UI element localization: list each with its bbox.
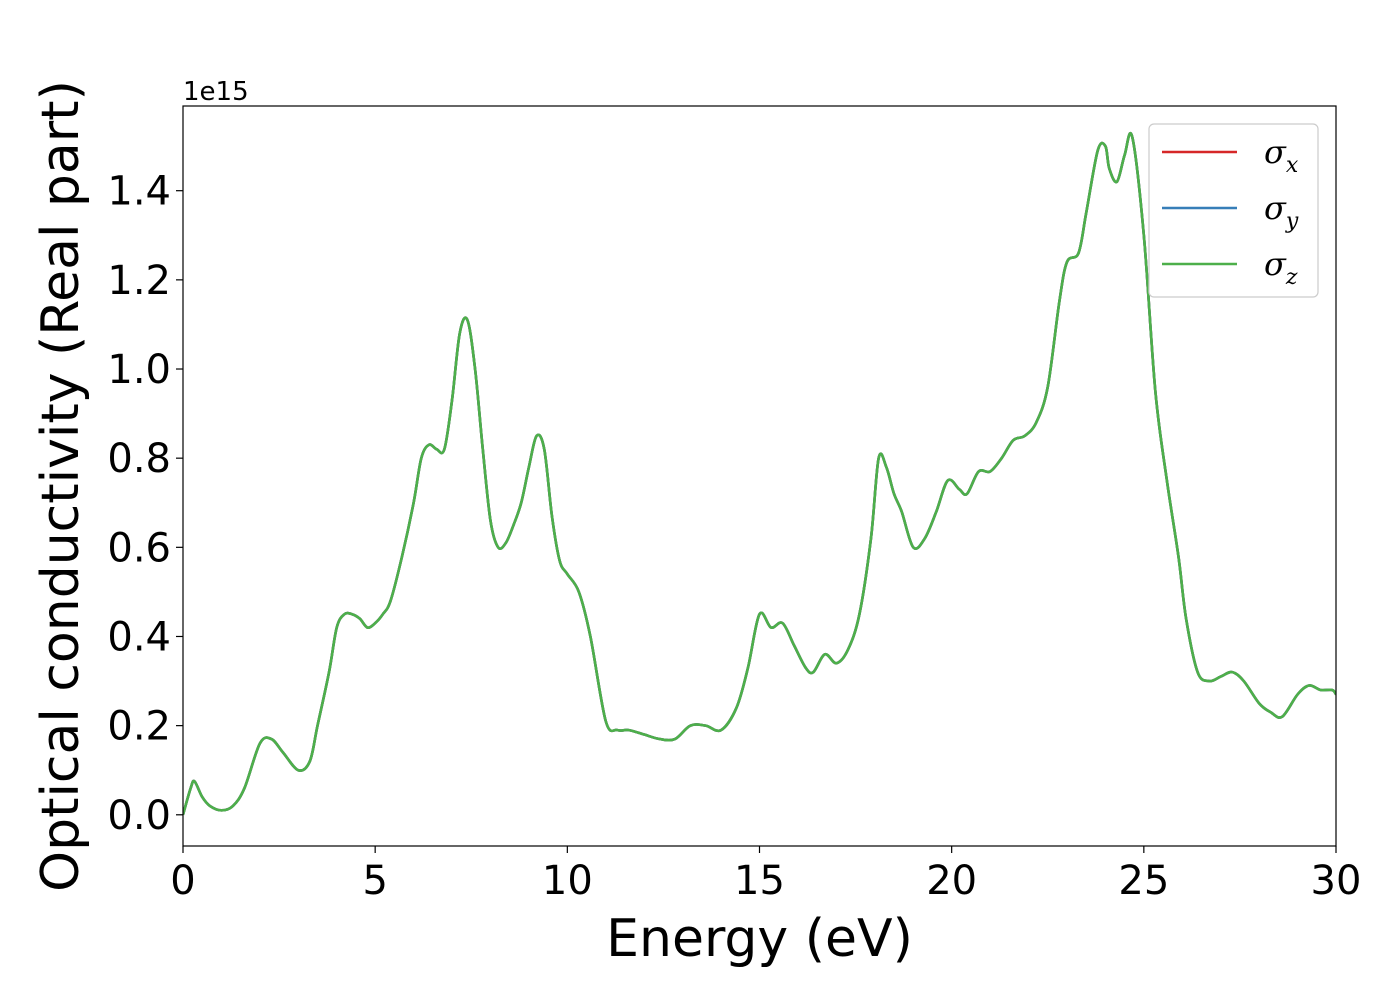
x-tick-label: 10 (542, 858, 593, 904)
x-tick-label: 15 (734, 858, 785, 904)
y-tick-label: 0.6 (107, 525, 171, 571)
y-tick-label: 0.0 (107, 793, 171, 839)
legend-label-x: σx (1264, 133, 1299, 178)
y-tick-label: 0.4 (107, 614, 171, 660)
x-tick-label: 30 (1311, 858, 1362, 904)
y-tick-label: 1.4 (107, 169, 171, 215)
legend: σx σy σz (1148, 123, 1319, 298)
x-tick-label: 25 (1118, 858, 1169, 904)
x-tick-label: 5 (362, 858, 387, 904)
x-axis-ticks: 0 5 10 15 20 25 30 (170, 846, 1361, 904)
x-tick-label: 0 (170, 858, 195, 904)
legend-label-y: σy (1264, 189, 1299, 234)
y-axis-ticks: 0.0 0.2 0.4 0.6 0.8 1.0 1.2 1.4 (107, 169, 183, 839)
legend-box (1148, 123, 1319, 298)
x-axis-label: Energy (eV) (606, 909, 913, 969)
series-line-z (183, 132, 1336, 816)
y-tick-label: 1.2 (107, 258, 171, 304)
y-axis-label: Optical conductivity (Real part) (31, 80, 91, 892)
series-layer (183, 132, 1336, 816)
y-axis-offset-label: 1e15 (183, 77, 249, 107)
y-tick-label: 1.0 (107, 347, 171, 393)
x-tick-label: 20 (926, 858, 977, 904)
legend-label-z: σz (1264, 245, 1298, 290)
y-tick-label: 0.2 (107, 704, 171, 750)
y-tick-label: 0.8 (107, 436, 171, 482)
